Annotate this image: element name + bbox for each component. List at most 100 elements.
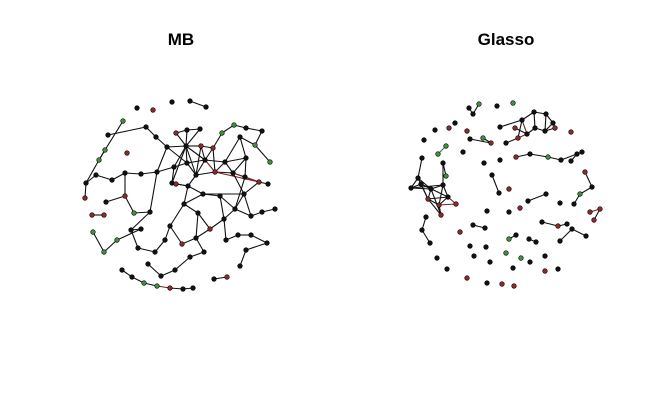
mb-node — [264, 240, 270, 246]
glasso-edge — [529, 153, 549, 158]
glasso-node — [557, 238, 563, 244]
glasso-node — [506, 236, 512, 242]
mb-node — [202, 157, 208, 163]
mb-edge — [244, 157, 247, 178]
mb-edge — [173, 145, 187, 168]
glasso-node — [579, 149, 585, 155]
mb-edge — [195, 237, 205, 253]
mb-edge — [171, 145, 187, 184]
mb-node — [237, 134, 243, 140]
mb-edge — [232, 157, 247, 174]
glasso-node — [499, 281, 505, 287]
glasso-node — [587, 209, 593, 215]
glasso-node — [582, 169, 588, 175]
mb-edge — [245, 242, 268, 251]
glasso-node — [527, 259, 533, 265]
mb-edge — [214, 171, 260, 183]
mb-edge — [219, 195, 236, 210]
mb-node — [103, 199, 109, 205]
glasso-node — [435, 151, 441, 157]
mb-node — [243, 125, 249, 131]
glasso-node — [525, 198, 531, 204]
mb-node — [210, 145, 216, 151]
mb-node — [242, 174, 248, 180]
mb-edge — [202, 193, 221, 197]
mb-edge — [224, 157, 247, 163]
mb-node — [184, 127, 190, 133]
mb-node — [211, 276, 217, 282]
glasso-node — [568, 158, 574, 164]
mb-edge — [187, 185, 204, 195]
glasso-node — [503, 250, 509, 256]
mb-edge — [185, 145, 206, 161]
mb-edge — [95, 174, 113, 181]
mb-node — [167, 223, 173, 229]
glasso-node — [564, 221, 570, 227]
glasso-node — [517, 205, 523, 211]
mb-edge — [183, 185, 189, 205]
glasso-edge — [417, 177, 429, 200]
glasso-node — [438, 212, 444, 218]
mb-node — [193, 235, 199, 241]
mb-node — [219, 130, 225, 136]
glasso-node — [577, 191, 583, 197]
mb-node — [179, 241, 185, 247]
mb-edge — [124, 172, 142, 175]
mb-node — [143, 124, 149, 130]
glasso-node — [539, 219, 545, 225]
glasso-node — [543, 191, 549, 197]
glasso-node — [425, 196, 431, 202]
glasso-edge — [527, 193, 547, 202]
mb-edge — [197, 212, 211, 230]
glasso-edge — [430, 188, 442, 216]
mb-node — [193, 172, 199, 178]
glasso-node — [597, 206, 603, 212]
mb-edge — [183, 193, 204, 205]
mb-node — [212, 169, 218, 175]
glasso-node — [443, 173, 449, 179]
mb-node — [259, 128, 265, 134]
glasso-node — [550, 120, 556, 126]
mb-node — [173, 181, 179, 187]
mb-node — [217, 193, 223, 199]
glasso-node — [503, 140, 509, 146]
glasso-node — [513, 154, 519, 160]
glasso-node — [542, 268, 548, 274]
mb-node — [256, 179, 262, 185]
mb-node — [190, 285, 196, 291]
mb-edge — [195, 228, 211, 239]
mb-edge — [185, 129, 188, 147]
mb-node — [237, 263, 243, 269]
mb-node — [222, 159, 228, 165]
mb-node — [138, 226, 144, 232]
glasso-edge — [438, 184, 444, 206]
mb-edge — [116, 228, 142, 241]
mb-node — [171, 164, 177, 170]
glasso-edge — [499, 119, 523, 128]
glasso-node — [421, 137, 427, 143]
mb-edge — [254, 144, 271, 163]
glasso-node — [444, 266, 450, 272]
glasso-node — [519, 117, 525, 123]
glasso-node — [445, 194, 451, 200]
mb-edge — [92, 231, 105, 253]
mb-edge — [133, 211, 151, 214]
mb-node — [154, 283, 160, 289]
glasso-node — [496, 190, 502, 196]
glasso-node — [511, 283, 517, 289]
mb-edge — [185, 145, 197, 176]
glasso-node — [558, 157, 564, 163]
mb-node — [153, 134, 159, 140]
glasso-node — [415, 175, 421, 181]
glasso-node — [419, 227, 425, 233]
mb-edge — [174, 256, 191, 271]
glasso-edge — [417, 177, 432, 190]
mb-edge — [149, 171, 158, 213]
mb-edge — [154, 239, 166, 253]
mb-edge — [209, 218, 225, 230]
glasso-node — [487, 259, 493, 265]
mb-node — [197, 126, 203, 132]
mb-node — [252, 142, 258, 148]
mb-node — [90, 229, 96, 235]
